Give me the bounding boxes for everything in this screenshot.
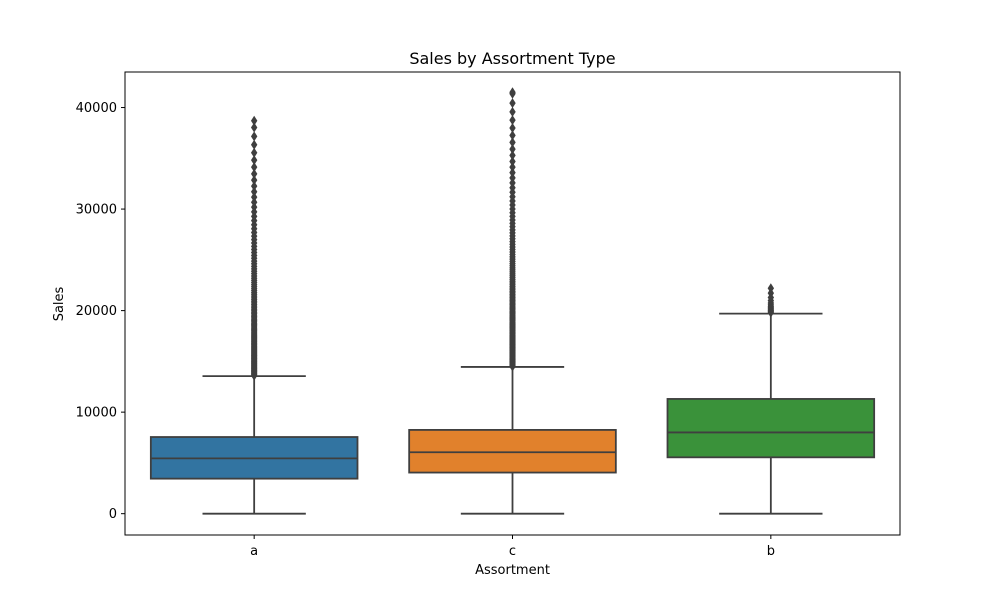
outlier-point: [250, 181, 258, 192]
outlier-points: [767, 283, 775, 318]
outlier-point: [250, 186, 258, 197]
outlier-point: [250, 139, 258, 150]
y-tick-label: 0: [109, 507, 117, 522]
outlier-point: [509, 106, 516, 117]
x-axis-label: Assortment: [475, 563, 550, 578]
y-axis-label: Sales: [52, 286, 67, 321]
x-tick-label: a: [250, 544, 258, 559]
iqr-box: [666, 398, 876, 459]
outlier-point: [509, 130, 516, 141]
outlier-point: [767, 283, 775, 294]
outlier-point: [509, 167, 516, 178]
axes-frame: [124, 71, 901, 536]
outlier-point: [509, 172, 516, 183]
outlier-point: [250, 155, 258, 166]
outlier-point: [509, 156, 516, 167]
outlier-point: [509, 123, 516, 134]
x-tick-label: b: [767, 544, 775, 559]
outlier-points: [250, 115, 258, 381]
outlier-point: [509, 87, 516, 98]
outlier-point: [250, 175, 258, 186]
outlier-point: [250, 122, 258, 133]
outlier-point: [250, 197, 258, 208]
outlier-points: [509, 87, 516, 372]
y-tick-label: 10000: [76, 406, 117, 421]
outlier-point: [250, 115, 258, 126]
chart-title: Sales by Assortment Type: [409, 49, 615, 68]
x-tick-label: c: [509, 544, 516, 559]
outlier-point: [509, 98, 516, 109]
outlier-point: [250, 147, 258, 158]
outlier-point: [509, 115, 516, 126]
plot-area: 0 10000 20000 30000 40000 a c b: [76, 87, 876, 559]
iqr-box: [408, 429, 617, 474]
y-tick-label: 30000: [76, 203, 117, 218]
outlier-point: [509, 177, 516, 188]
outlier-point: [250, 131, 258, 142]
outlier-point: [509, 137, 516, 148]
y-tick-label: 40000: [76, 101, 117, 116]
outlier-point: [509, 162, 516, 173]
y-tick-label: 20000: [76, 304, 117, 319]
outlier-point: [250, 192, 258, 203]
outlier-point: [509, 150, 516, 161]
outlier-point: [250, 162, 258, 173]
outlier-point: [250, 168, 258, 179]
outlier-point: [509, 144, 516, 155]
